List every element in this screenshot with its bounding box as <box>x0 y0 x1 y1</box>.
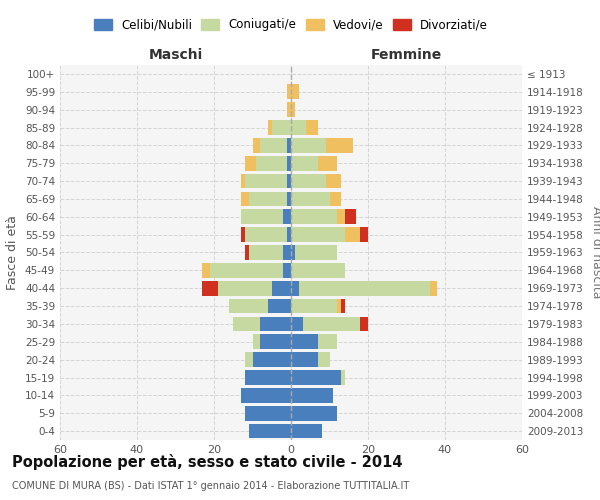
Bar <box>210 263 283 278</box>
Bar <box>302 316 360 331</box>
Bar <box>291 388 334 402</box>
Bar <box>253 334 260 349</box>
Bar <box>291 156 318 170</box>
Bar <box>268 120 272 135</box>
Bar <box>245 370 291 385</box>
Bar <box>287 156 291 170</box>
Y-axis label: Fasce di età: Fasce di età <box>7 215 19 290</box>
Bar <box>291 370 341 385</box>
Bar <box>299 281 430 295</box>
Bar <box>241 192 248 206</box>
Bar <box>202 281 218 295</box>
Bar <box>245 406 291 420</box>
Bar <box>291 352 318 367</box>
Bar <box>268 298 291 314</box>
Bar <box>291 334 318 349</box>
Bar <box>291 102 295 117</box>
Bar <box>245 174 287 188</box>
Bar <box>272 120 291 135</box>
Bar <box>430 281 437 295</box>
Bar <box>245 228 287 242</box>
Bar <box>245 352 253 367</box>
Bar <box>241 228 245 242</box>
Bar <box>229 298 268 314</box>
Bar <box>318 334 337 349</box>
Bar <box>291 228 345 242</box>
Bar <box>326 174 341 188</box>
Bar <box>291 263 345 278</box>
Bar <box>329 192 341 206</box>
Bar <box>287 228 291 242</box>
Bar <box>291 192 329 206</box>
Bar <box>287 138 291 152</box>
Bar <box>291 424 322 438</box>
Bar <box>291 174 326 188</box>
Legend: Celibi/Nubili, Coniugati/e, Vedovi/e, Divorziati/e: Celibi/Nubili, Coniugati/e, Vedovi/e, Di… <box>94 18 488 32</box>
Text: Popolazione per età, sesso e stato civile - 2014: Popolazione per età, sesso e stato civil… <box>12 454 403 470</box>
Bar <box>295 245 337 260</box>
Bar <box>291 210 337 224</box>
Bar <box>287 192 291 206</box>
Bar <box>291 298 337 314</box>
Bar <box>287 102 291 117</box>
Bar <box>326 138 353 152</box>
Text: Femmine: Femmine <box>371 48 442 62</box>
Bar <box>253 138 260 152</box>
Bar <box>248 424 291 438</box>
Bar <box>248 192 287 206</box>
Bar <box>291 245 295 260</box>
Bar <box>202 263 210 278</box>
Bar <box>283 210 291 224</box>
Bar <box>291 281 299 295</box>
Bar <box>337 298 341 314</box>
Bar <box>260 138 287 152</box>
Bar <box>272 281 291 295</box>
Bar <box>253 352 291 367</box>
Bar <box>307 120 318 135</box>
Bar <box>233 316 260 331</box>
Bar <box>283 245 291 260</box>
Bar <box>283 263 291 278</box>
Bar <box>287 84 291 99</box>
Bar <box>241 174 245 188</box>
Bar <box>218 281 272 295</box>
Bar <box>287 174 291 188</box>
Text: COMUNE DI MURA (BS) - Dati ISTAT 1° gennaio 2014 - Elaborazione TUTTITALIA.IT: COMUNE DI MURA (BS) - Dati ISTAT 1° genn… <box>12 481 409 491</box>
Bar <box>318 156 337 170</box>
Bar <box>341 370 345 385</box>
Y-axis label: Anni di nascita: Anni di nascita <box>590 206 600 298</box>
Bar <box>241 388 291 402</box>
Bar <box>248 245 283 260</box>
Bar <box>291 84 299 99</box>
Bar <box>291 316 302 331</box>
Text: Maschi: Maschi <box>148 48 203 62</box>
Bar <box>291 120 307 135</box>
Bar <box>360 316 368 331</box>
Bar <box>260 316 291 331</box>
Bar <box>360 228 368 242</box>
Bar <box>256 156 287 170</box>
Bar <box>245 245 248 260</box>
Bar <box>241 210 283 224</box>
Bar <box>260 334 291 349</box>
Bar <box>345 228 360 242</box>
Bar <box>345 210 356 224</box>
Bar <box>291 406 337 420</box>
Bar <box>337 210 345 224</box>
Bar <box>245 156 256 170</box>
Bar <box>318 352 329 367</box>
Bar <box>341 298 345 314</box>
Bar <box>291 138 326 152</box>
